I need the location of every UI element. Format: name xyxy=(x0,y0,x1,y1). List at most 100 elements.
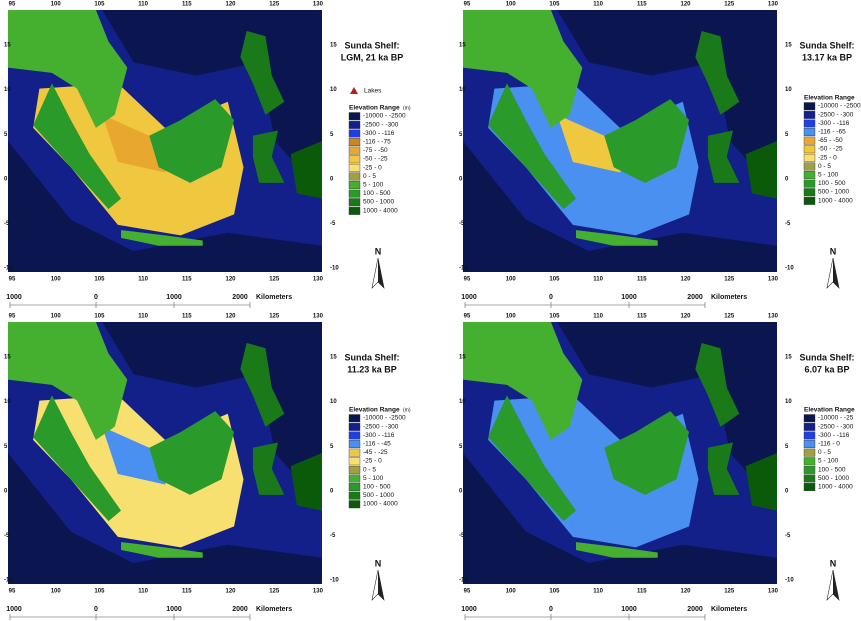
legend-swatch xyxy=(804,154,815,162)
lon-label: 105 xyxy=(94,2,105,8)
legend-label: -10000 - -2500 xyxy=(363,113,406,120)
lon-label: 95 xyxy=(464,589,471,595)
legend-swatch xyxy=(349,147,360,155)
legend-swatch xyxy=(804,458,815,466)
legend-swatch xyxy=(804,171,815,179)
lat-label: 15 xyxy=(330,43,337,49)
legend-label: 5 - 100 xyxy=(818,172,839,179)
legend-label: 1000 - 4000 xyxy=(363,501,398,508)
lon-label: 130 xyxy=(313,589,324,595)
lon-label: 115 xyxy=(637,2,647,8)
lat-label: 0 xyxy=(459,176,463,182)
lat-label: 5 xyxy=(459,444,463,450)
legend-swatch xyxy=(349,181,360,189)
lat-label: 0 xyxy=(459,488,463,494)
legend-swatch xyxy=(804,415,815,423)
scale-label: 2000 xyxy=(232,294,248,301)
lon-label: 95 xyxy=(9,277,16,283)
lat-label: 15 xyxy=(4,355,11,361)
lon-label: 110 xyxy=(138,2,148,8)
panel-title: Sunda Shelf: xyxy=(799,40,854,50)
legend-label: -300 - -116 xyxy=(363,432,395,439)
legend-label: -116 - 0 xyxy=(818,441,840,448)
lat-label: 10 xyxy=(459,399,466,405)
scale-label: 1000 xyxy=(621,294,637,301)
lon-label: 120 xyxy=(680,277,691,283)
legend-title: Elevation Range xyxy=(804,95,855,102)
lon-label: 125 xyxy=(269,277,280,283)
legend-label: -2500 - -300 xyxy=(363,121,399,128)
lon-label: 95 xyxy=(9,314,16,320)
lon-label: 120 xyxy=(680,314,691,320)
lon-label: 115 xyxy=(637,277,647,283)
lat-label: -10 xyxy=(330,266,339,272)
legend-label: 100 - 500 xyxy=(818,466,846,473)
legend-swatch xyxy=(349,432,360,440)
legend-title: Elevation Range xyxy=(349,105,400,112)
panel-title: LGM, 21 ka BP xyxy=(341,52,404,62)
lon-label: 125 xyxy=(269,314,280,320)
lon-label: 105 xyxy=(549,314,560,320)
lon-label: 100 xyxy=(506,277,517,283)
legend-swatch xyxy=(804,197,815,205)
lon-label: 105 xyxy=(94,589,105,595)
lon-label: 110 xyxy=(593,589,603,595)
legend-label: -25 - 0 xyxy=(363,164,382,171)
north-label: N xyxy=(375,558,382,568)
lat-label: -5 xyxy=(4,221,10,227)
north-label: N xyxy=(830,558,837,568)
legend-label: -25 - 0 xyxy=(363,458,382,465)
lat-label: -10 xyxy=(4,266,13,272)
lat-label: 10 xyxy=(459,87,466,93)
lat-label: 15 xyxy=(785,43,792,49)
scale-unit: Kilometers xyxy=(711,294,747,301)
legend-swatch xyxy=(804,432,815,440)
panel-title: 6.07 ka BP xyxy=(804,364,849,374)
legend-swatch xyxy=(804,128,815,136)
lat-label: -5 xyxy=(785,221,791,227)
lon-label: 120 xyxy=(225,277,236,283)
legend-label: -116 - -45 xyxy=(363,441,391,448)
lat-label: -5 xyxy=(330,533,336,539)
legend-label: 500 - 1000 xyxy=(818,189,849,196)
legend-label: 0 - 5 xyxy=(818,163,831,170)
legend-swatch xyxy=(349,466,360,474)
legend-label: -2500 - -300 xyxy=(363,423,399,430)
legend-label: -10000 - -2500 xyxy=(363,415,406,422)
legend-label: 1000 - 4000 xyxy=(818,484,853,491)
scale-label: 1000 xyxy=(621,606,637,613)
lat-label: 0 xyxy=(785,488,789,494)
lat-label: 0 xyxy=(4,488,8,494)
legend-swatch xyxy=(349,483,360,491)
legend-swatch xyxy=(349,415,360,423)
lat-label: 0 xyxy=(4,176,8,182)
lat-label: 0 xyxy=(330,176,334,182)
lat-label: -10 xyxy=(330,578,339,584)
scale-label: 1000 xyxy=(6,606,22,613)
legend-label: 500 - 1000 xyxy=(818,475,849,482)
legend-unit: (m) xyxy=(403,407,411,413)
legend-label: -50 - -25 xyxy=(363,156,388,163)
lat-label: -5 xyxy=(459,221,465,227)
legend-label: -2500 - -300 xyxy=(818,111,854,118)
lat-label: 10 xyxy=(4,87,11,93)
lon-label: 95 xyxy=(464,314,471,320)
lon-label: 115 xyxy=(637,314,647,320)
lon-label: 130 xyxy=(313,277,324,283)
lat-label: 5 xyxy=(785,444,789,450)
legend-swatch xyxy=(349,113,360,121)
lat-label: -10 xyxy=(459,266,468,272)
legend-label: 1000 - 4000 xyxy=(818,197,853,204)
legend-swatch xyxy=(349,121,360,129)
legend-swatch xyxy=(804,103,815,111)
legend-label: 5 - 100 xyxy=(363,475,384,482)
legend-swatch xyxy=(804,423,815,431)
lat-label: -5 xyxy=(4,533,10,539)
lon-label: 115 xyxy=(182,589,192,595)
legend-swatch xyxy=(349,190,360,198)
legend-swatch xyxy=(804,449,815,457)
lon-label: 120 xyxy=(225,2,236,8)
legend-label: -300 - -116 xyxy=(363,130,395,137)
legend-label: -75 - -50 xyxy=(363,147,388,154)
legend-label: 5 - 100 xyxy=(363,182,384,189)
